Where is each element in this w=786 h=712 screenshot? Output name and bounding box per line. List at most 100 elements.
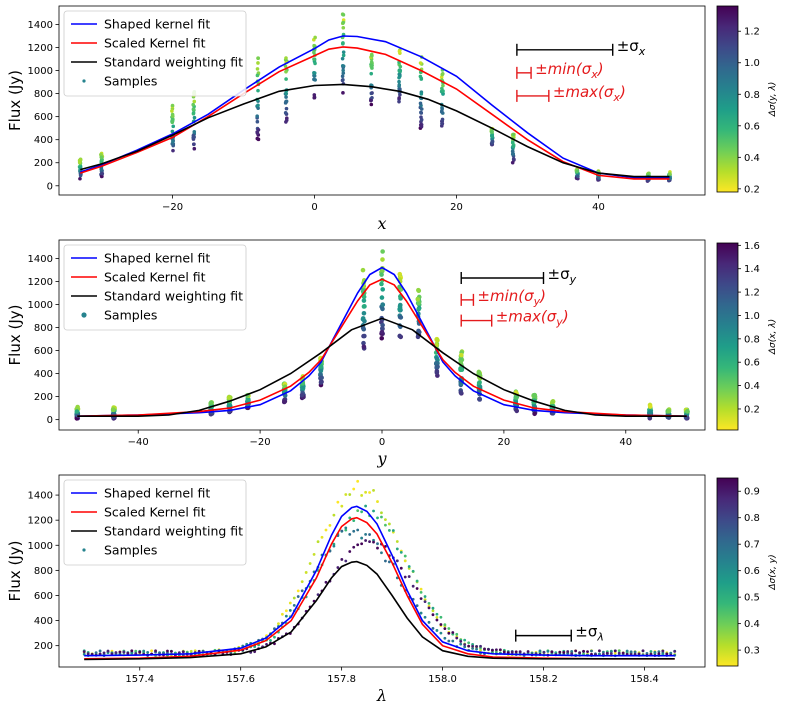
sample-point [192, 130, 197, 134]
sample-point [419, 110, 423, 115]
sample-point [341, 25, 346, 30]
sample-point [341, 71, 346, 75]
sample-point [341, 41, 345, 45]
sigma-annotation: ±max(σx) [516, 83, 626, 104]
sample-point [170, 129, 175, 134]
sample-point [435, 618, 439, 622]
sample-point [475, 647, 478, 651]
sample-point [434, 368, 440, 374]
sample-point [398, 92, 402, 97]
sample-point [597, 176, 601, 180]
x-tick-label: 157.6 [226, 674, 255, 685]
sample-point [352, 529, 356, 533]
sample-point [312, 57, 316, 62]
sample-point [637, 652, 641, 656]
sample-point [277, 622, 280, 626]
sample-point [550, 650, 554, 654]
sigma-annotation: ±max(σy) [460, 308, 569, 329]
sample-point [171, 124, 176, 129]
colorbar-tick-label: 1.2 [744, 288, 760, 299]
sample-point [447, 631, 451, 635]
sample-point [605, 651, 609, 655]
sample-point [475, 645, 478, 648]
sample-point [360, 542, 364, 546]
sigma-annotation-label: ±min(σy) [477, 287, 546, 308]
legend-label: Standard weighting fit [104, 55, 243, 70]
sample-point [370, 53, 374, 58]
sample-point [407, 575, 411, 578]
sample-point [134, 649, 138, 653]
sample-point [318, 364, 324, 369]
sample-point [352, 545, 356, 549]
sample-point [397, 72, 402, 77]
sample-point [256, 88, 260, 93]
sample-point [312, 93, 317, 97]
sample-point [360, 536, 364, 540]
sample-point [369, 60, 374, 65]
sample-point [256, 56, 260, 61]
sample-point [419, 92, 424, 96]
sample-point [256, 61, 260, 65]
sample-point [312, 77, 316, 82]
sample-point [300, 589, 304, 593]
colorbar-tick-label: 0.5 [744, 593, 760, 604]
sample-point [586, 650, 589, 654]
sample-point [312, 552, 316, 556]
sample-point [324, 580, 328, 584]
legend: Shaped kernel fit Scaled Kernel fit Standa… [63, 244, 247, 331]
sample-point [419, 611, 423, 615]
legend: Shaped kernel fit Scaled Kernel fit Standa… [63, 479, 247, 566]
legend-label: Scaled Kernel fit [104, 270, 206, 285]
x-tick-label: 158.0 [428, 674, 457, 685]
sample-point [398, 64, 403, 69]
sample-point [288, 609, 292, 612]
sample-point [245, 397, 251, 403]
sample-point [578, 651, 582, 655]
sample-point [447, 627, 451, 630]
sample-point [255, 114, 259, 118]
sample-point [494, 648, 498, 652]
sample-point [415, 587, 419, 590]
sample-point [292, 596, 296, 600]
standard-weighting-fit-line [84, 560, 675, 661]
y-tick-label: 600 [34, 346, 53, 357]
sample-point [387, 522, 391, 526]
sample-point [395, 559, 399, 563]
sample-point [340, 74, 345, 79]
sample-point [360, 510, 364, 514]
sample-point [284, 609, 288, 613]
sample-point [665, 652, 669, 656]
sample-point [570, 650, 574, 653]
sample-point [511, 132, 516, 137]
sample-point [154, 649, 157, 653]
sample-point [284, 614, 288, 618]
sample-point [99, 174, 104, 179]
sample-point [106, 649, 110, 653]
sample-point [209, 400, 214, 406]
sample-point [360, 267, 366, 273]
sample-point [403, 559, 407, 563]
colorbar-tick-label: 0.2 [744, 404, 760, 415]
sample-point [380, 287, 386, 292]
y-tick-label: 1200 [28, 43, 53, 54]
sample-point [356, 479, 360, 483]
sample-point [391, 529, 395, 532]
colorbar: 0.2 0.4 0.6 0.8 1.0 1.2 Δσ(y, λ) [716, 5, 778, 195]
sample-point [356, 528, 360, 532]
sample-point [170, 109, 174, 113]
sample-point [440, 117, 445, 122]
x-tick-label: 157.8 [327, 674, 356, 685]
sample-point [617, 651, 621, 655]
sample-point [435, 615, 439, 619]
sample-point [419, 124, 424, 129]
sample-point [399, 551, 403, 554]
y-tick-label: 1400 [28, 491, 53, 502]
x-tick-label: 40 [592, 202, 605, 213]
x-tick-label: 0 [311, 202, 317, 213]
sample-point [511, 152, 516, 156]
sample-point [126, 651, 130, 655]
sample-point [575, 169, 579, 174]
sample-point [256, 106, 260, 110]
sample-point [283, 111, 288, 115]
sample-point [431, 627, 435, 630]
